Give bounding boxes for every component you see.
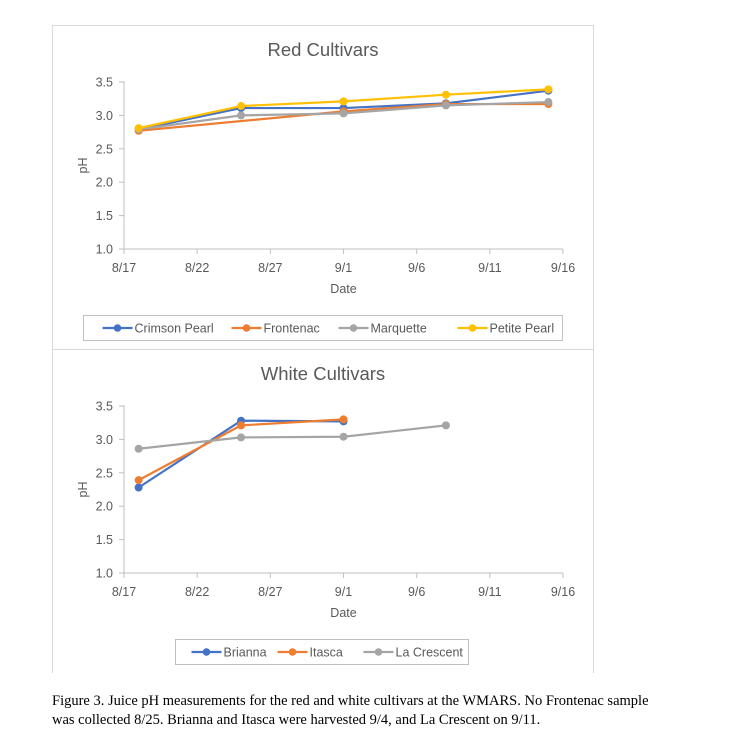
data-point-itasca <box>237 421 246 430</box>
data-point-la-crescent <box>134 444 143 453</box>
x-axis-label: Date <box>330 606 356 620</box>
red-cultivars-chart: Red Cultivars 1.0 1.5 2.0 2.5 3.0 3.5 pH 8/17 8/2… <box>52 25 594 351</box>
legend-marker-itasca <box>288 648 297 656</box>
chart-legend: Brianna Itasca La Crescent <box>175 639 469 665</box>
data-point-marquette <box>441 101 450 110</box>
white-cultivars-chart: White Cultivars 1.0 1.5 2.0 2.5 3.0 3.5 pH 8/17 8… <box>52 349 594 673</box>
x-tick-label: 8/27 <box>258 585 282 599</box>
x-tick-label: 8/22 <box>185 261 209 275</box>
legend-label-marquette: Marquette <box>371 322 427 336</box>
x-tick-label: 8/17 <box>112 261 136 275</box>
data-point-petite-pearl <box>237 102 246 111</box>
x-axis-label: Date <box>330 282 356 296</box>
legend-label-frontenac: Frontenac <box>264 322 320 336</box>
x-tick-label: 9/11 <box>478 585 501 599</box>
legend-marker-la-crescent <box>374 648 383 656</box>
data-point-petite-pearl <box>134 124 143 133</box>
y-tick-label: 2.5 <box>96 142 113 156</box>
y-tick-label: 1.5 <box>96 209 113 223</box>
data-point-marquette <box>237 111 246 120</box>
legend-marker-petite-pearl <box>468 324 477 332</box>
data-point-petite-pearl <box>339 97 348 106</box>
data-point-itasca <box>134 476 143 485</box>
data-point-itasca <box>339 415 348 424</box>
y-axis-label: pH <box>76 158 90 174</box>
y-tick-label: 1.5 <box>96 533 113 547</box>
legend-box <box>175 639 469 665</box>
series-line-brianna <box>138 419 344 489</box>
legend-marker-marquette <box>349 324 358 332</box>
y-tick-label: 3.0 <box>96 109 113 123</box>
white-cultivars-plot: White Cultivars 1.0 1.5 2.0 2.5 3.0 3.5 pH 8/17 8… <box>76 363 575 665</box>
chart-title: White Cultivars <box>261 363 385 384</box>
data-point-la-crescent <box>339 432 348 441</box>
legend-label-petite-pearl: Petite Pearl <box>490 322 555 336</box>
data-point-la-crescent <box>441 421 450 430</box>
y-tick-label: 1.0 <box>96 567 113 581</box>
y-tick-label: 3.0 <box>96 433 113 447</box>
series-line-la-crescent <box>138 424 447 450</box>
x-tick-label: 9/6 <box>408 585 425 599</box>
y-tick-label: 2.5 <box>96 466 113 480</box>
y-tick-label: 1.0 <box>96 243 113 257</box>
y-axis-label: pH <box>76 482 90 498</box>
x-tick-label: 9/1 <box>335 585 352 599</box>
chart-title: Red Cultivars <box>267 39 378 60</box>
data-point-brianna <box>134 483 143 492</box>
legend-label-la-crescent: La Crescent <box>396 646 464 660</box>
x-tick-label: 9/16 <box>551 261 575 275</box>
x-tick-label: 9/16 <box>551 585 575 599</box>
figure-caption: Figure 3. Juice pH measurements for the … <box>52 692 752 730</box>
data-point-petite-pearl <box>441 90 450 99</box>
x-tick-label: 8/22 <box>185 585 209 599</box>
data-point-petite-pearl <box>544 85 553 94</box>
legend-label-crimson-pearl: Crimson Pearl <box>135 322 214 336</box>
legend-label-brianna: Brianna <box>224 646 267 660</box>
x-tick-label: 9/11 <box>478 261 501 275</box>
legend-marker-brianna <box>202 648 211 656</box>
legend-marker-crimson-pearl <box>113 324 122 332</box>
data-point-la-crescent <box>237 433 246 442</box>
data-point-marquette <box>544 98 553 107</box>
chart-legend: Crimson Pearl Frontenac Marquette Petite Pe… <box>83 315 563 341</box>
x-tick-label: 8/17 <box>112 585 136 599</box>
x-tick-label: 9/1 <box>335 261 352 275</box>
red-cultivars-plot: Red Cultivars 1.0 1.5 2.0 2.5 3.0 3.5 pH 8/17 8/2… <box>76 39 575 341</box>
x-tick-label: 9/6 <box>408 261 425 275</box>
legend-label-itasca: Itasca <box>310 646 343 660</box>
y-tick-label: 2.0 <box>96 176 113 190</box>
y-tick-label: 2.0 <box>96 500 113 514</box>
data-point-marquette <box>339 109 348 118</box>
y-tick-label: 3.5 <box>96 400 113 414</box>
caption-line-1: Figure 3. Juice pH measurements for the … <box>52 693 649 709</box>
y-tick-label: 3.5 <box>96 76 113 90</box>
caption-line-2: was collected 8/25. Brianna and Itasca w… <box>52 712 541 728</box>
x-tick-label: 8/27 <box>258 261 282 275</box>
legend-marker-frontenac <box>242 324 251 332</box>
